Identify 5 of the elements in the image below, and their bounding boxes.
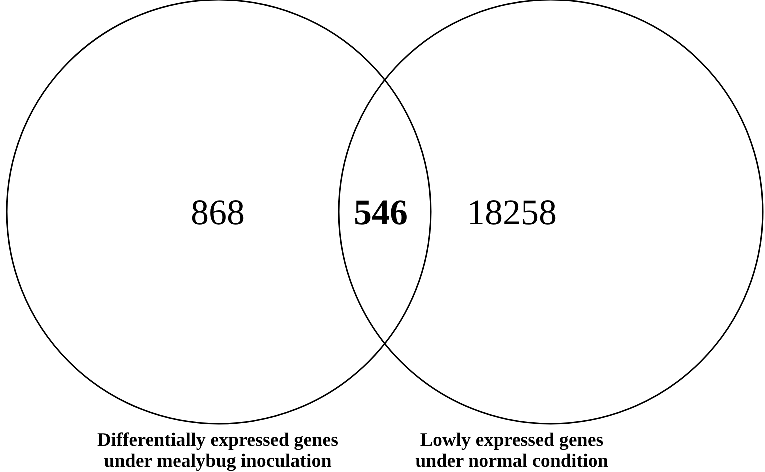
data-label: 546 xyxy=(354,192,408,232)
text: Differentially expressed genes under mealybug inoculation xyxy=(98,430,338,472)
data-label: 18258 xyxy=(467,192,557,232)
text: Lowly expressed genes under normal condition xyxy=(416,430,609,472)
data-label: 868 xyxy=(191,192,245,232)
